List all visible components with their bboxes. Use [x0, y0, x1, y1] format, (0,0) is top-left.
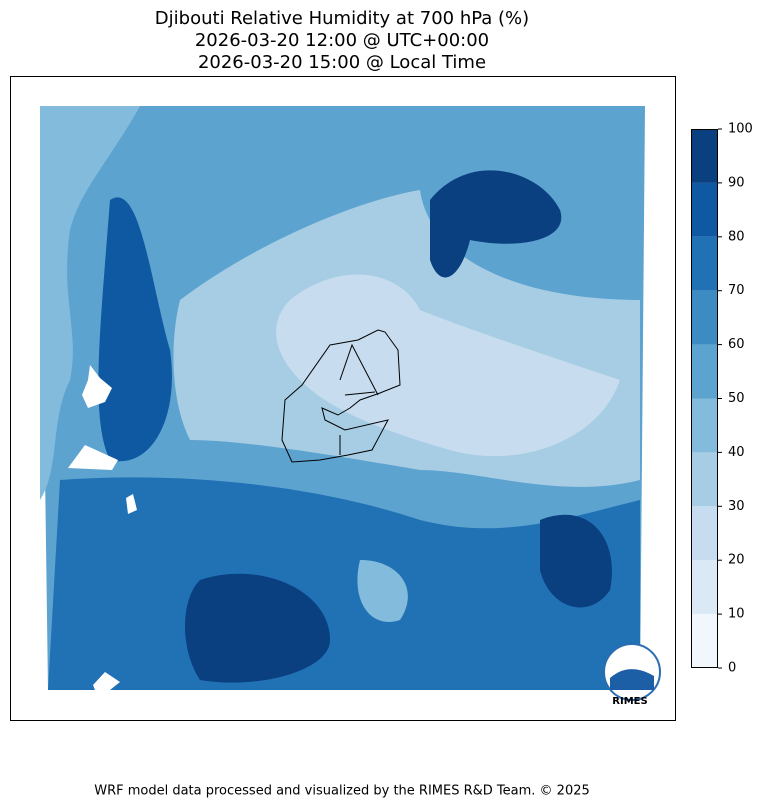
- tick-label: 20: [728, 553, 745, 568]
- moist-region: [40, 106, 140, 500]
- tick-label: 60: [728, 337, 745, 352]
- missing-data: [82, 365, 112, 408]
- colorbar-band: [691, 182, 718, 237]
- tick-label: 50: [728, 391, 745, 406]
- tick-label: 10: [728, 607, 745, 622]
- moist-core: [540, 514, 612, 608]
- missing-data: [126, 494, 137, 514]
- tick-label: 80: [728, 229, 745, 244]
- map: RIMES: [40, 106, 661, 707]
- colorbar-band: [691, 560, 718, 615]
- logo-text: RIMES: [612, 696, 647, 707]
- colorbar-frame: [691, 129, 718, 668]
- colorbar-band: [691, 344, 718, 399]
- colorbar-band: [691, 506, 718, 561]
- tick-label: 70: [728, 283, 745, 298]
- tick-label: 0: [728, 661, 736, 676]
- colorbar: 0 10 20 30 40 50 60 70 80 90 100: [691, 122, 753, 676]
- border: [281, 329, 401, 463]
- missing-data: [93, 672, 120, 690]
- moist-band: [98, 197, 172, 462]
- tick-label: 90: [728, 175, 745, 190]
- colorbar-band: [691, 398, 718, 453]
- dry-patch: [357, 560, 408, 622]
- colorbar-band: [691, 129, 718, 183]
- moist-core: [185, 573, 330, 683]
- moist-core: [430, 170, 562, 278]
- title-line: 2026-03-20 15:00 @ Local Time: [198, 52, 486, 73]
- tick-label: 40: [728, 445, 745, 460]
- colorbar-band: [691, 236, 718, 291]
- tick-label: 30: [728, 499, 745, 514]
- dry-core: [276, 274, 620, 457]
- missing-data: [68, 445, 118, 470]
- colorbar-band: [691, 290, 718, 345]
- title-line: 2026-03-20 12:00 @ UTC+00:00: [195, 30, 489, 51]
- colorbar-band: [691, 452, 718, 507]
- tick-label: 100: [728, 122, 753, 137]
- title-line: Djibouti Relative Humidity at 700 hPa (%…: [155, 8, 529, 29]
- footer: WRF model data processed and visualized …: [94, 784, 590, 799]
- logo-wave: [610, 669, 654, 690]
- map-frame: [10, 76, 676, 721]
- colorbar-band: [691, 614, 718, 668]
